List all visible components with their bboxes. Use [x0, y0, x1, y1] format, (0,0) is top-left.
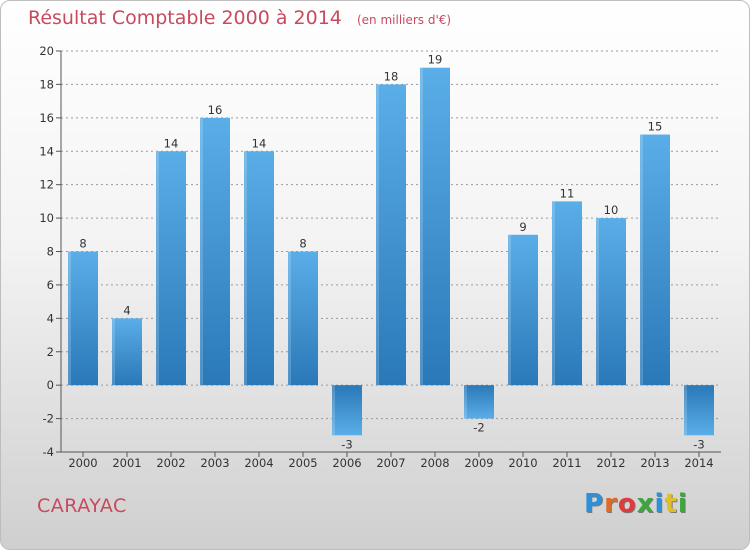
- bar-highlight: [332, 385, 335, 436]
- data-label-2003: 16: [208, 103, 223, 117]
- y-tick-label: 0: [47, 378, 54, 392]
- y-tick-label: 16: [39, 111, 54, 125]
- logo-letter: P: [584, 489, 605, 519]
- bar-2004: [244, 151, 274, 386]
- x-tick-label: 2013: [640, 456, 669, 470]
- x-tick-label: 2012: [596, 456, 625, 470]
- bar-2006: [332, 385, 362, 436]
- x-tick-label: 2007: [376, 456, 405, 470]
- bar-2002: [156, 151, 186, 386]
- logo-letter: x: [636, 489, 655, 519]
- y-tick-label: 12: [39, 178, 54, 192]
- data-label-2013: 15: [648, 120, 663, 134]
- y-tick-label: 10: [39, 211, 54, 225]
- bar-2013: [640, 134, 670, 386]
- bar-2010: [508, 234, 538, 386]
- bar-highlight: [508, 234, 511, 386]
- axes: [56, 50, 721, 457]
- data-label-2011: 11: [560, 186, 575, 200]
- bar-highlight: [68, 251, 71, 386]
- x-tick-label: 2006: [332, 456, 361, 470]
- bar-2001: [112, 318, 142, 386]
- chart-title: Résultat Comptable 2000 à 2014 (en milli…: [28, 7, 451, 29]
- bar-2007: [376, 84, 406, 386]
- x-tick-label: 2001: [112, 456, 141, 470]
- y-tick-label: 14: [39, 144, 54, 158]
- bar-highlight: [200, 117, 203, 386]
- x-tick-label: 2000: [68, 456, 97, 470]
- proxiti-logo: Proxiti: [584, 489, 688, 519]
- logo-letter: i: [654, 489, 665, 519]
- x-tick-label: 2004: [244, 456, 273, 470]
- data-label-2007: 18: [384, 69, 399, 83]
- bar-highlight: [288, 251, 291, 386]
- y-tick-label: 2: [47, 345, 54, 359]
- x-tick-label: 2011: [552, 456, 581, 470]
- title-unit: (en milliers d'€): [356, 13, 452, 27]
- data-label-2005: 8: [299, 237, 306, 251]
- bar-highlight: [112, 318, 115, 386]
- y-tick-label: 18: [39, 77, 54, 91]
- y-tick-label: 6: [47, 278, 54, 292]
- y-tick-label: 20: [39, 44, 54, 58]
- bar-2011: [552, 201, 582, 386]
- x-tick-label: 2009: [464, 456, 493, 470]
- y-tick-label: -2: [43, 412, 54, 426]
- logo-letter: o: [617, 489, 637, 519]
- x-tick-label: 2010: [508, 456, 537, 470]
- data-label-2008: 19: [428, 53, 443, 67]
- bar-highlight: [376, 84, 379, 386]
- bar-highlight: [640, 134, 643, 386]
- y-tick-label: -4: [43, 445, 54, 459]
- bar-2012: [596, 218, 626, 386]
- y-tick-label: 4: [47, 311, 54, 325]
- data-label-2002: 14: [164, 136, 179, 150]
- bar-2009: [464, 385, 494, 419]
- bar-highlight: [684, 385, 687, 436]
- data-label-2000: 8: [79, 237, 86, 251]
- commune-name: CARAYAC: [37, 495, 127, 517]
- bar-2000: [68, 251, 98, 386]
- x-tick-label: 2003: [200, 456, 229, 470]
- logo-letter: i: [677, 489, 688, 519]
- bars: [68, 67, 714, 436]
- data-label-2009: -2: [473, 421, 484, 435]
- x-tick-label: 2005: [288, 456, 317, 470]
- bar-highlight: [552, 201, 555, 386]
- data-label-2001: 4: [123, 303, 130, 317]
- x-tick-label: 2008: [420, 456, 449, 470]
- data-label-2010: 9: [519, 220, 526, 234]
- bar-highlight: [464, 385, 467, 419]
- title-main: Résultat Comptable 2000 à 2014: [28, 7, 342, 29]
- bar-2005: [288, 251, 318, 386]
- x-tick-label: 2002: [156, 456, 185, 470]
- bar-2008: [420, 67, 450, 386]
- y-tick-label: 8: [47, 245, 54, 259]
- data-label-2004: 14: [252, 136, 267, 150]
- bar-2003: [200, 117, 230, 386]
- x-tick-label: 2014: [684, 456, 713, 470]
- data-label-2012: 10: [604, 203, 619, 217]
- logo-letter: t: [664, 489, 678, 519]
- bar-highlight: [596, 218, 599, 386]
- bar-highlight: [156, 151, 159, 386]
- data-label-2014: -3: [693, 437, 704, 451]
- labels: -4 -2 0 2 4 6 8 10 12 14 16 18 20 8 2000 4 2001 14 2002 16 2…: [39, 44, 713, 470]
- logo-letter: r: [604, 489, 618, 519]
- bar-highlight: [244, 151, 247, 386]
- bar-highlight: [420, 67, 423, 386]
- bar-2014: [684, 385, 714, 436]
- data-label-2006: -3: [341, 437, 352, 451]
